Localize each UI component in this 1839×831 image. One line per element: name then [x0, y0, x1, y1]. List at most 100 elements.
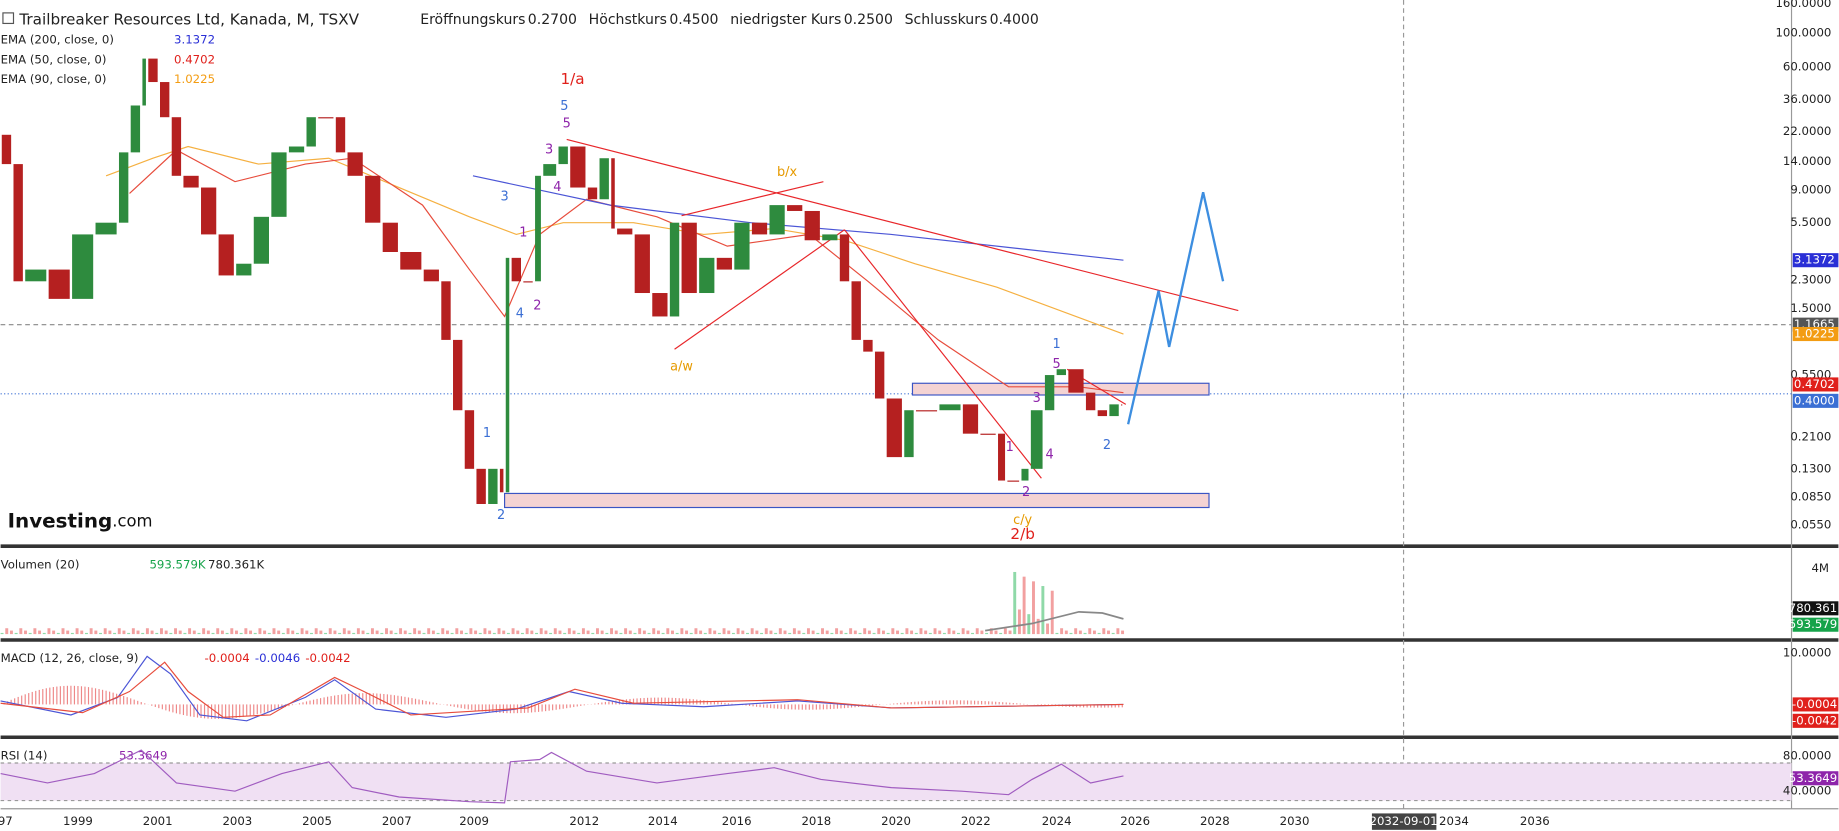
candle [318, 117, 334, 119]
volume-bar [94, 630, 98, 635]
price-badge-label: 1.0225 [1794, 327, 1835, 341]
candle [1085, 392, 1096, 411]
price-badge-label: 0.4702 [1794, 377, 1835, 391]
macd-tick: 10.0000 [1783, 645, 1831, 659]
volume-bar [211, 632, 215, 635]
volume-bar [914, 632, 918, 635]
candle [1056, 369, 1067, 376]
price-badge [1792, 377, 1839, 392]
volume-bar [225, 632, 229, 635]
volume-bar [1008, 630, 1012, 635]
wave-label: 1 [1053, 337, 1061, 352]
wave-label: 3 [500, 189, 508, 204]
volume-bar [117, 628, 121, 635]
volume-bar [614, 630, 618, 635]
volume-bar [792, 628, 796, 635]
volume-bar [675, 632, 679, 635]
ohlc-value: 0.4000 [990, 12, 1039, 28]
candle [1109, 404, 1119, 417]
time-cursor-badge [1371, 813, 1437, 830]
volume-bar [788, 632, 792, 635]
candle [851, 281, 861, 340]
candle [535, 175, 541, 282]
volume-bar [286, 628, 290, 635]
volume-bar [619, 632, 623, 635]
volume-bar [919, 628, 923, 635]
wave-label: c/y [1013, 513, 1032, 528]
volume-bar [474, 630, 478, 635]
volume-bar [567, 628, 571, 635]
volume-bar [281, 632, 285, 635]
rsi-tick: 40.0000 [1783, 784, 1831, 798]
candle [886, 398, 902, 458]
volume-bar [108, 630, 112, 635]
volume-bar [460, 630, 463, 635]
volume-bar [966, 630, 970, 635]
volume-bar [399, 628, 403, 635]
price-tick: 1.5000 [1790, 301, 1831, 315]
volume-bar [310, 632, 313, 635]
volume-value: 780.361K [208, 557, 264, 571]
volume-bar [84, 632, 88, 635]
volume-bar [122, 630, 126, 635]
wave-label: 5 [563, 117, 571, 132]
macd-value: -0.0046 [255, 651, 300, 665]
volume-bar [113, 632, 117, 635]
volume-bar [56, 632, 60, 635]
volume-bar [797, 630, 801, 635]
volume-bar [389, 630, 393, 635]
volume-bar [89, 628, 93, 635]
wave-label: 1 [519, 226, 527, 241]
volume-bar [722, 628, 726, 635]
macd-value: -0.0042 [305, 651, 350, 665]
volume-bar [656, 630, 660, 635]
candle [980, 433, 996, 435]
wave-label: 2 [1103, 438, 1111, 453]
volume-bar [633, 632, 637, 635]
time-cursor-label: 2032-09-01 [1370, 814, 1438, 828]
logo: Investing.com [8, 509, 153, 532]
volume-bar [1088, 628, 1092, 635]
volume-bar [169, 632, 173, 635]
candle [159, 82, 170, 118]
volume-bar [957, 632, 960, 635]
volume-bar [980, 630, 984, 635]
volume-bar [905, 628, 909, 635]
volume-bar [19, 628, 23, 635]
volume-bar [774, 632, 778, 635]
candle [1, 134, 12, 165]
rsi-line [0, 749, 1124, 804]
candle [365, 175, 381, 223]
volume-bar [1017, 609, 1021, 635]
logo-brand: Investing [8, 509, 113, 532]
volume-bar [417, 630, 421, 635]
candle [382, 222, 398, 252]
candle [558, 146, 568, 165]
price-tick: 5.5000 [1790, 215, 1831, 229]
indicator-label: EMA (90, close, 0) [1, 72, 107, 86]
candle [464, 410, 475, 469]
time-label: 2024 [1042, 814, 1072, 828]
wave-label: 1 [483, 426, 491, 441]
volume-ma [985, 610, 1124, 632]
volume-bar [539, 628, 543, 635]
indicator-value: 3.1372 [174, 32, 215, 46]
indicator-value: 1.0225 [174, 72, 215, 86]
volume-bar [183, 632, 187, 635]
candle [904, 410, 914, 458]
wave-label: 5 [1053, 357, 1061, 372]
volume-bar [235, 630, 238, 635]
volume-bar [671, 630, 674, 635]
volume-bar [952, 630, 956, 635]
time-label: 2028 [1200, 814, 1230, 828]
candle [453, 339, 463, 411]
time-label: 2030 [1280, 814, 1310, 828]
candle [611, 158, 615, 229]
volume-bar [441, 628, 445, 635]
ema-200 [472, 175, 1124, 261]
trend-line [681, 181, 824, 217]
time-label: 97 [0, 814, 13, 828]
volume-bar [136, 630, 140, 635]
volume-bar [492, 632, 496, 635]
